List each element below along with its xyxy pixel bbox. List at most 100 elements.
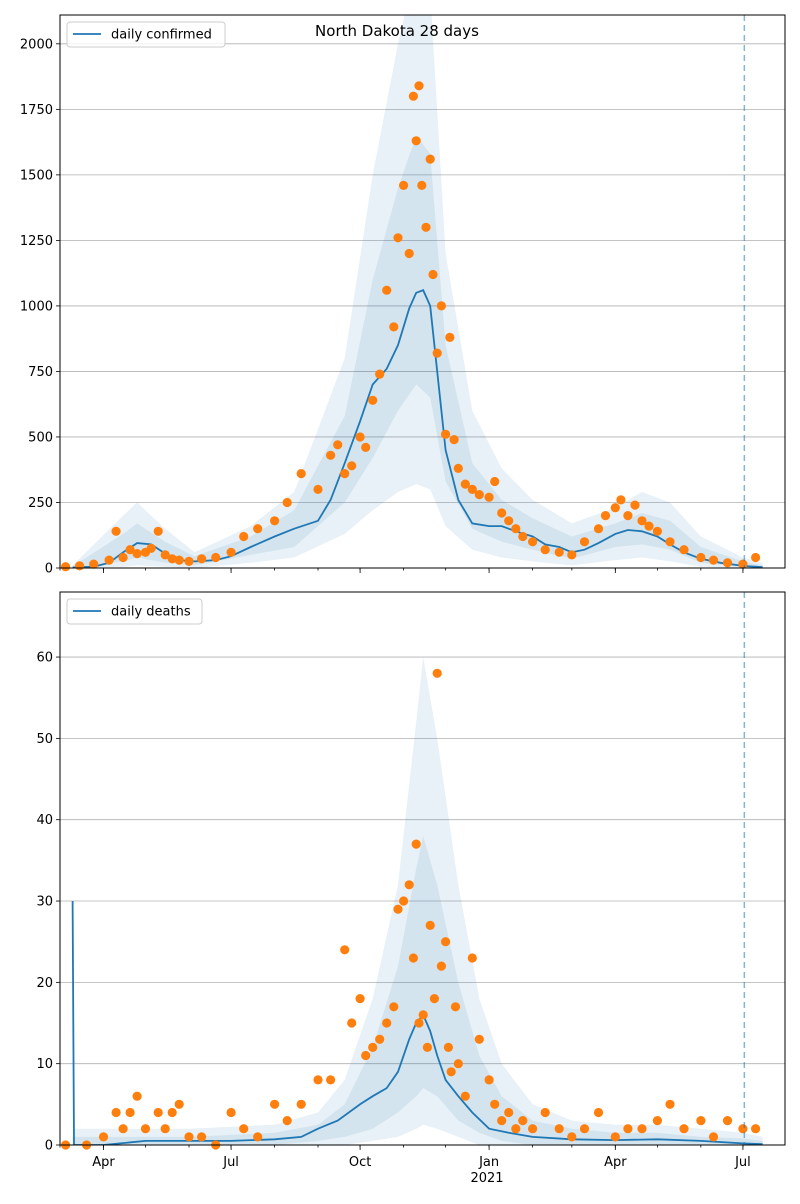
observed-point — [104, 555, 114, 565]
observed-point — [111, 526, 121, 536]
observed-point — [722, 1116, 733, 1126]
deaths-panel: 0 10 20 30 40 50 60 Apr Jul Oct Jan Apr Jul 2021 da… — [36, 591, 786, 1186]
confirmed-panel: 0 250 500 750 1000 1250 1500 1750 2000 daily con… — [20, 14, 786, 577]
observed-point — [579, 1124, 590, 1134]
observed-point — [146, 543, 156, 553]
observed-point — [393, 904, 403, 914]
observed-point — [404, 248, 414, 259]
observed-point — [593, 1107, 604, 1118]
observed-point — [600, 510, 611, 521]
observed-point — [414, 1018, 424, 1028]
observed-point — [450, 1002, 461, 1012]
observed-point — [460, 1091, 470, 1101]
observed-point — [125, 1107, 135, 1118]
observed-point — [253, 524, 263, 534]
y-tick-label: 1000 — [20, 299, 53, 314]
top-observed-points — [61, 81, 761, 572]
observed-point — [751, 552, 761, 563]
observed-point — [418, 1010, 428, 1020]
observed-point — [528, 537, 538, 547]
observed-point — [368, 1042, 378, 1052]
x-tick-label: Jul — [734, 1155, 751, 1170]
observed-point — [460, 479, 470, 489]
observed-point — [421, 222, 431, 232]
observed-point — [174, 555, 184, 565]
observed-point — [722, 558, 733, 568]
bottom-legend-box — [66, 598, 203, 625]
top-legend: daily confirmed — [66, 21, 226, 48]
figure-title: North Dakota 28 days — [315, 22, 479, 40]
top-axes-frame — [59, 14, 786, 569]
observed-point — [313, 1075, 323, 1085]
observed-point — [132, 549, 142, 559]
observed-point — [375, 1034, 385, 1044]
observed-point — [89, 559, 99, 569]
observed-point — [616, 495, 626, 505]
observed-point — [296, 1099, 306, 1109]
observed-point — [167, 1107, 177, 1118]
observed-point — [408, 953, 418, 963]
observed-point — [414, 81, 424, 91]
x-year-label: 2021 — [470, 1171, 503, 1186]
x-tick-label: Jan — [478, 1155, 499, 1170]
y-tick-label: 1750 — [20, 103, 53, 118]
observed-point — [504, 516, 514, 526]
observed-point — [696, 1116, 706, 1126]
observed-point — [623, 1124, 633, 1134]
observed-point — [623, 510, 633, 521]
bottom-x-axis-ticks: Apr Jul Oct Jan Apr Jul — [59, 1145, 751, 1170]
observed-point — [382, 285, 392, 295]
observed-point — [425, 154, 435, 164]
observed-point — [361, 442, 371, 452]
observed-point — [382, 1018, 392, 1028]
observed-point — [652, 526, 663, 536]
y-tick-label: 1250 — [20, 234, 53, 249]
observed-point — [226, 547, 236, 557]
observed-point — [375, 369, 385, 379]
observed-point — [296, 469, 306, 479]
top-x-axis-ticks — [59, 568, 744, 573]
observed-point — [184, 1132, 194, 1142]
y-tick-label: 30 — [36, 895, 53, 910]
bottom-legend-label: daily deaths — [111, 605, 191, 620]
y-tick-label: 250 — [28, 496, 53, 511]
observed-point — [637, 1124, 647, 1134]
observed-point — [504, 1107, 514, 1118]
observed-point — [326, 450, 336, 460]
x-tick-label: Apr — [92, 1155, 115, 1170]
observed-point — [61, 562, 71, 572]
observed-point — [490, 1099, 500, 1109]
observed-point — [174, 1099, 184, 1109]
observed-point — [467, 484, 477, 494]
observed-point — [75, 561, 85, 571]
observed-point — [111, 1107, 121, 1118]
observed-point — [518, 1116, 528, 1126]
y-tick-label: 60 — [36, 651, 53, 666]
y-tick-label: 500 — [28, 430, 53, 445]
inner-uncertainty-band — [72, 135, 763, 568]
observed-point — [253, 1132, 263, 1142]
observed-point — [211, 552, 221, 563]
bottom-axes-frame — [59, 591, 786, 1146]
observed-point — [511, 1124, 521, 1134]
observed-point — [399, 896, 409, 906]
bottom-legend: daily deaths — [66, 598, 203, 625]
observed-point — [540, 545, 550, 555]
observed-point — [432, 668, 442, 678]
observed-point — [118, 1124, 128, 1134]
observed-point — [497, 508, 507, 518]
observed-point — [567, 550, 577, 560]
observed-point — [326, 1075, 336, 1085]
observed-point — [665, 1099, 675, 1109]
observed-point — [443, 1042, 453, 1052]
observed-point — [630, 500, 640, 510]
observed-point — [679, 1124, 689, 1134]
bottom-observed-points — [61, 668, 761, 1150]
observed-point — [184, 556, 194, 567]
observed-point — [313, 484, 323, 494]
observed-point — [540, 1107, 550, 1118]
observed-point — [417, 180, 427, 190]
observed-point — [554, 1124, 564, 1134]
observed-point — [665, 537, 675, 547]
